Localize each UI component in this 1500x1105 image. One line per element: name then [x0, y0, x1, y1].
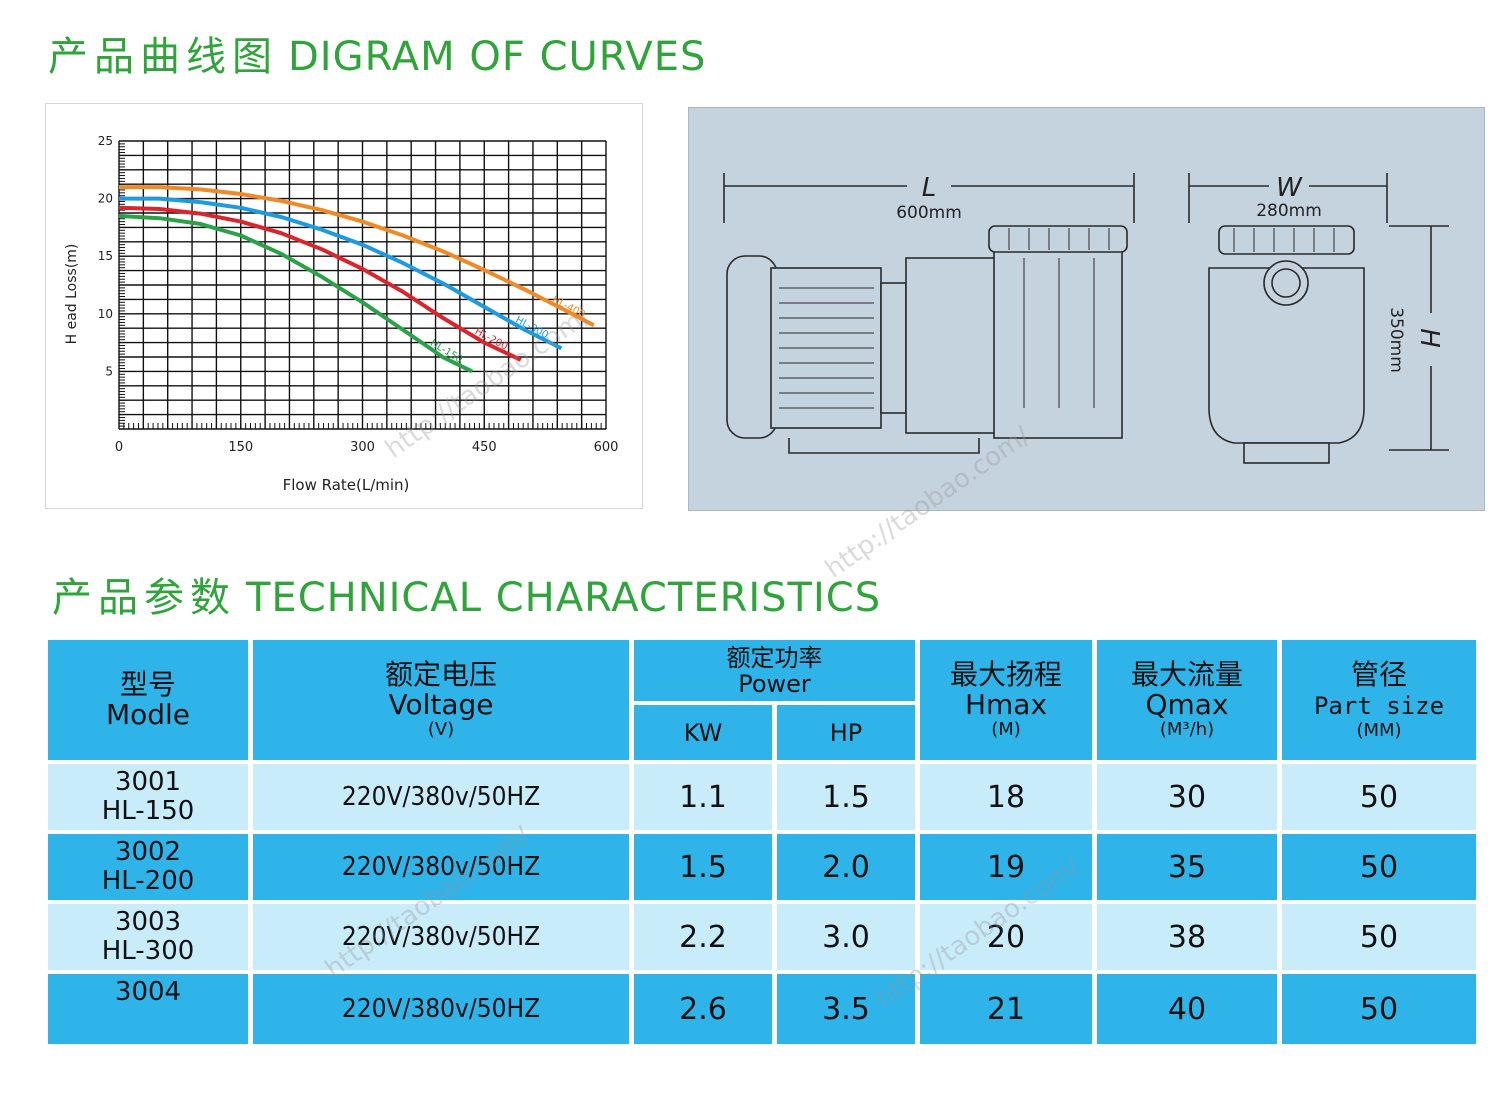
header-model: 型号 Modle [48, 640, 248, 760]
y-tick-label: 25 [98, 134, 113, 148]
cell-voltage: 220V/380v/50HZ [253, 974, 629, 1044]
cell-hp: 3.0 [777, 904, 915, 970]
y-tick-label: 15 [98, 249, 113, 263]
model-code: 3004 [114, 977, 182, 1007]
spec-table: 型号 Modle 额定电压 Voltage (V) 额定功率 Power 最大扬… [43, 636, 1481, 1048]
pump-curve-chart: HL-150 HL-200 HL-300 HL-400 0 150 300 450 600 5 1… [45, 103, 643, 509]
cell-qmax: 38 [1097, 904, 1277, 970]
header-hmax-en: Hmax [964, 688, 1048, 721]
dim-L-value: 600mm [896, 203, 962, 223]
cell-hmax: 18 [920, 764, 1092, 830]
cell-hmax: 21 [920, 974, 1092, 1044]
cell-size: 50 [1282, 764, 1476, 830]
curves-heading-cn: 产品曲线图 [48, 34, 278, 80]
cell-kw: 1.1 [634, 764, 772, 830]
series-line [119, 185, 595, 328]
table-row: 3001 HL-150 220V/380v/50HZ 1.1 1.5 18 30 … [48, 764, 1476, 830]
dim-H-label: H [1414, 328, 1444, 348]
header-voltage-en: Voltage [388, 688, 494, 721]
header-size: 管径 Part size (MM) [1282, 640, 1476, 760]
chart-ticks: 0 150 300 450 600 5 10 15 20 25 [98, 134, 619, 455]
header-model-en: Modle [105, 698, 191, 731]
model-name: HL-150 [101, 796, 195, 826]
cell-qmax: 40 [1097, 974, 1277, 1044]
series-line [118, 213, 473, 374]
cell-qmax: 30 [1097, 764, 1277, 830]
y-tick-label: 20 [98, 192, 113, 206]
tech-heading-en: TECHNICAL CHARACTERISTICS [246, 575, 882, 621]
cell-voltage: 220V/380v/50HZ [253, 764, 629, 830]
cell-hmax: 20 [920, 904, 1092, 970]
dim-L-label: L [922, 173, 937, 203]
table-row: 3003 HL-300 220V/380v/50HZ 2.2 3.0 20 38 … [48, 904, 1476, 970]
chart-y-axis-label: H ead Loss(m) [64, 244, 80, 345]
table-row: 3004 220V/380v/50HZ 2.6 3.5 21 40 50 [48, 974, 1476, 1044]
dim-H-value: 350mm [1386, 307, 1406, 373]
cell-kw: 2.6 [634, 974, 772, 1044]
cell-kw: 1.5 [634, 834, 772, 900]
curves-heading: 产品曲线图 DIGRAM OF CURVES [48, 24, 706, 82]
x-tick-label: 450 [472, 440, 497, 455]
model-name: HL-300 [101, 936, 195, 966]
header-power-en: Power [738, 669, 811, 698]
cell-size: 50 [1282, 974, 1476, 1044]
pump-drawing-svg: L 600mm W 280mm H 350mm [723, 173, 1449, 464]
cell-size: 50 [1282, 834, 1476, 900]
header-qmax-unit: (M³/h) [1159, 719, 1215, 740]
cell-size: 50 [1282, 904, 1476, 970]
pump-dimension-drawing: L 600mm W 280mm H 350mm [688, 107, 1485, 511]
model-name: HL-200 [101, 866, 195, 896]
model-code: 3001 [114, 767, 182, 797]
cell-kw: 2.2 [634, 904, 772, 970]
header-model-cn: 型号 [119, 668, 176, 701]
y-tick-label: 10 [98, 307, 113, 321]
header-size-unit: (MM) [1356, 719, 1402, 741]
dim-W-value: 280mm [1256, 201, 1322, 221]
header-power: 额定功率 Power [634, 640, 915, 702]
header-qmax-en: Qmax [1145, 688, 1229, 721]
cell-model: 3004 [48, 974, 248, 1044]
cell-hmax: 19 [920, 834, 1092, 900]
header-hmax-unit: (M) [991, 719, 1021, 740]
cell-voltage: 220V/380v/50HZ [253, 834, 629, 900]
cell-model: 3001 HL-150 [48, 764, 248, 830]
header-voltage-cn: 额定电压 [384, 658, 497, 691]
cell-model: 3003 HL-300 [48, 904, 248, 970]
model-code: 3003 [114, 907, 182, 937]
header-hp: HP [777, 705, 915, 760]
x-tick-label: 300 [350, 440, 375, 455]
cell-hp: 3.5 [777, 974, 915, 1044]
header-voltage-unit: (V) [427, 719, 455, 740]
cell-hp: 2.0 [777, 834, 915, 900]
header-hmax: 最大扬程 Hmax (M) [920, 640, 1092, 760]
x-tick-label: 0 [115, 440, 123, 455]
header-qmax-cn: 最大流量 [1130, 658, 1243, 691]
table-row: 3002 HL-200 220V/380v/50HZ 1.5 2.0 19 35 … [48, 834, 1476, 900]
series-line [119, 196, 563, 351]
series-line [118, 205, 522, 362]
dim-W-label: W [1276, 173, 1303, 203]
y-tick-label: 5 [105, 364, 113, 378]
header-size-en: Part size [1313, 691, 1445, 720]
tech-heading-cn: 产品参数 [52, 575, 236, 621]
chart-grid [118, 140, 607, 430]
cell-hp: 1.5 [777, 764, 915, 830]
chart-x-axis-label: Flow Rate(L/min) [283, 476, 410, 494]
header-voltage: 额定电压 Voltage (V) [253, 640, 629, 760]
header-kw: KW [634, 705, 772, 760]
header-hmax-cn: 最大扬程 [949, 658, 1062, 691]
curves-heading-en: DIGRAM OF CURVES [288, 34, 707, 80]
tech-heading: 产品参数 TECHNICAL CHARACTERISTICS [52, 565, 881, 623]
cell-qmax: 35 [1097, 834, 1277, 900]
x-tick-label: 150 [228, 440, 253, 455]
header-qmax: 最大流量 Qmax (M³/h) [1097, 640, 1277, 760]
model-code: 3002 [114, 837, 182, 867]
x-tick-label: 600 [594, 440, 619, 455]
header-power-cn: 额定功率 [726, 643, 823, 672]
cell-voltage: 220V/380v/50HZ [253, 904, 629, 970]
header-size-cn: 管径 [1350, 657, 1407, 691]
cell-model: 3002 HL-200 [48, 834, 248, 900]
